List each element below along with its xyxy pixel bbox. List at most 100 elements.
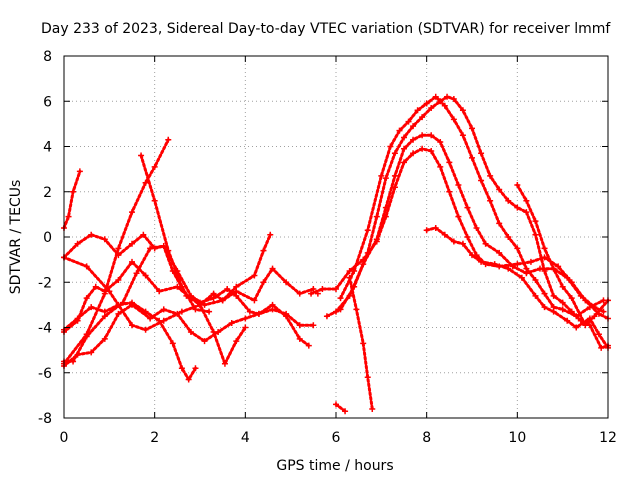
data-point-marker — [74, 351, 81, 358]
data-point-marker — [101, 308, 108, 315]
data-point-marker — [260, 279, 267, 286]
data-point-marker — [192, 365, 199, 372]
series-s18 — [314, 290, 321, 297]
y-tick-label: 2 — [43, 185, 52, 201]
x-tick-label: 2 — [150, 430, 159, 446]
data-point-marker — [527, 258, 534, 265]
data-point-marker — [532, 292, 539, 299]
data-point-marker — [74, 240, 81, 247]
data-point-marker — [129, 322, 135, 329]
data-point-marker — [308, 290, 315, 297]
data-point-marker — [568, 295, 575, 302]
data-point-marker — [450, 238, 457, 245]
data-point-marker — [550, 265, 557, 272]
series-markers-s14 — [425, 226, 610, 350]
data-point-marker — [532, 218, 539, 225]
data-point-marker — [251, 297, 258, 304]
data-point-marker — [70, 188, 77, 195]
data-point-marker — [396, 127, 403, 134]
series-markers-s1 — [62, 169, 82, 230]
data-point-marker — [469, 154, 475, 161]
data-point-marker — [83, 295, 90, 302]
x-tick-label: 12 — [599, 430, 617, 446]
data-point-marker — [591, 313, 598, 320]
data-point-marker — [505, 234, 512, 240]
data-point-marker — [165, 136, 172, 143]
data-point-marker — [541, 290, 548, 297]
data-point-marker — [296, 335, 303, 342]
series-s17 — [333, 401, 349, 415]
data-point-marker — [233, 292, 240, 299]
data-point-marker — [432, 93, 439, 100]
data-point-marker — [140, 231, 147, 238]
data-point-marker — [401, 145, 407, 152]
data-point-marker — [573, 313, 580, 320]
data-point-marker — [364, 249, 371, 256]
data-point-marker — [455, 213, 462, 220]
data-point-marker — [455, 181, 462, 188]
data-point-marker — [478, 150, 485, 157]
data-point-marker — [523, 209, 530, 216]
data-point-marker — [151, 163, 158, 170]
data-point-marker — [428, 105, 435, 112]
data-point-marker — [192, 306, 199, 313]
data-point-marker — [382, 175, 389, 182]
data-point-marker — [478, 177, 485, 184]
data-point-marker — [514, 204, 521, 211]
data-point-marker — [478, 258, 485, 265]
series-line-s10 — [310, 148, 609, 320]
x-tick-label: 6 — [332, 430, 341, 446]
series-markers-s5 — [62, 303, 315, 368]
data-point-marker — [505, 197, 512, 204]
series-markers-s15 — [515, 183, 610, 327]
data-point-marker — [228, 319, 235, 326]
data-point-marker — [364, 227, 371, 234]
x-tick-label: 0 — [60, 430, 69, 446]
data-point-marker — [541, 304, 548, 311]
series-s12 — [323, 93, 611, 351]
data-point-marker — [523, 265, 530, 272]
data-point-marker — [541, 245, 548, 252]
series-group — [61, 93, 611, 415]
data-point-marker — [364, 374, 371, 381]
data-point-marker — [101, 290, 108, 297]
data-point-marker — [514, 181, 521, 188]
data-point-marker — [573, 324, 580, 331]
data-point-marker — [532, 231, 539, 238]
data-point-marker — [459, 107, 466, 114]
x-tick-label: 4 — [241, 430, 250, 446]
data-point-marker — [514, 261, 521, 268]
data-point-marker — [586, 304, 593, 311]
data-point-marker — [147, 245, 154, 252]
data-point-marker — [550, 308, 557, 315]
data-point-marker — [491, 261, 498, 268]
data-point-marker — [314, 290, 321, 297]
data-point-marker — [351, 267, 358, 274]
data-point-marker — [319, 286, 326, 293]
data-point-marker — [169, 267, 176, 274]
data-point-marker — [197, 301, 203, 308]
data-point-marker — [473, 224, 480, 231]
data-point-marker — [142, 308, 149, 315]
data-point-marker — [246, 308, 253, 315]
data-point-marker — [342, 408, 349, 415]
data-point-marker — [333, 286, 339, 293]
y-tick-label: 0 — [43, 230, 52, 246]
data-point-marker — [410, 150, 417, 157]
data-point-marker — [219, 297, 226, 304]
data-point-marker — [283, 279, 290, 286]
data-point-marker — [156, 288, 163, 295]
data-point-marker — [537, 265, 543, 272]
data-point-marker — [269, 306, 276, 313]
data-point-marker — [509, 263, 516, 270]
data-point-marker — [83, 263, 90, 270]
data-point-marker — [482, 240, 489, 247]
data-point-marker — [428, 132, 435, 139]
data-point-marker — [496, 186, 503, 193]
data-point-marker — [221, 360, 228, 367]
series-s8 — [61, 136, 172, 367]
data-point-marker — [600, 308, 607, 315]
data-point-marker — [360, 340, 367, 347]
data-point-marker — [598, 344, 605, 351]
